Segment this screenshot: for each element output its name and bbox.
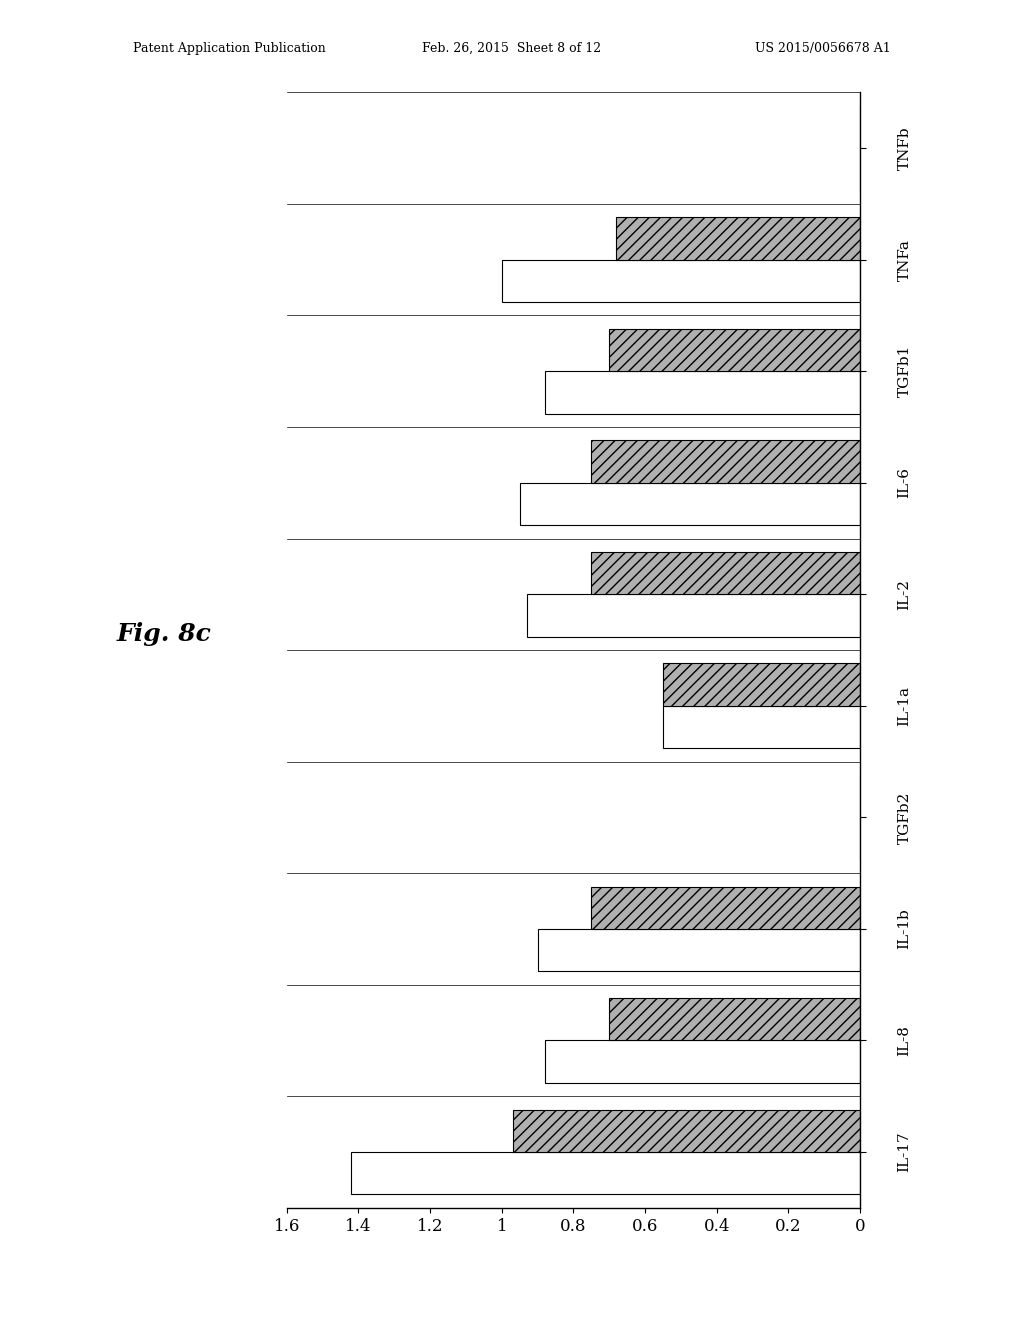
- Bar: [664, 664, 860, 706]
- Bar: [538, 929, 860, 972]
- Bar: [592, 441, 860, 483]
- Bar: [351, 1152, 860, 1195]
- Bar: [664, 706, 860, 748]
- Bar: [592, 552, 860, 594]
- Bar: [545, 371, 860, 413]
- Bar: [513, 1110, 860, 1152]
- Bar: [526, 594, 860, 636]
- Text: Patent Application Publication: Patent Application Publication: [133, 42, 326, 55]
- Bar: [545, 1040, 860, 1082]
- Bar: [502, 260, 860, 302]
- Bar: [609, 998, 860, 1040]
- Text: US 2015/0056678 A1: US 2015/0056678 A1: [755, 42, 891, 55]
- Text: Feb. 26, 2015  Sheet 8 of 12: Feb. 26, 2015 Sheet 8 of 12: [423, 42, 601, 55]
- Bar: [520, 483, 860, 525]
- Bar: [616, 218, 860, 260]
- Bar: [592, 887, 860, 929]
- Text: Fig. 8c: Fig. 8c: [117, 622, 211, 645]
- Bar: [609, 329, 860, 371]
